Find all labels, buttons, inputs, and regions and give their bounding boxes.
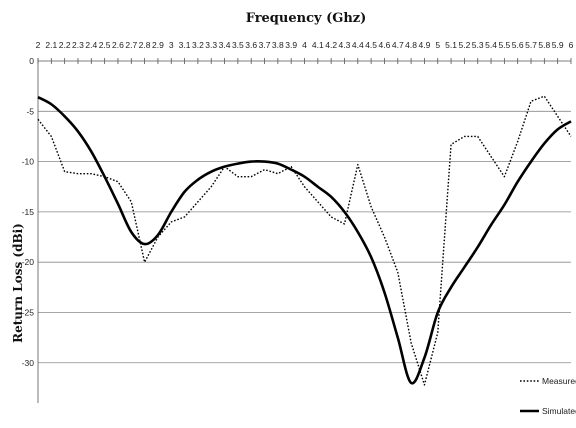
x-tick-label: 6 [569, 40, 574, 50]
x-tick-label: 4.3 [339, 40, 351, 50]
x-tick-label: 3.7 [259, 40, 271, 50]
y-tick-label: -15 [22, 207, 35, 217]
x-tick-label: 2.8 [139, 40, 151, 50]
y-tick-label: -10 [22, 157, 35, 167]
x-tick-label: 2.2 [59, 40, 71, 50]
y-tick-label: -25 [22, 307, 35, 317]
x-tick-label: 5.7 [525, 40, 537, 50]
legend-label-simulated: Simulated [542, 406, 576, 416]
y-axis-label: Return Loss (dBi) [11, 223, 25, 343]
x-tick-label: 5.8 [538, 40, 550, 50]
series-line-simulated [37, 96, 572, 385]
x-tick-label: 5.9 [552, 40, 564, 50]
x-tick-label: 3.8 [272, 40, 284, 50]
x-tick-label: 5 [435, 40, 440, 50]
x-tick-label: 4.8 [405, 40, 417, 50]
x-tick-label: 4.5 [365, 40, 377, 50]
x-tick-label: 2 [36, 40, 41, 50]
x-tick-label: 3.2 [192, 40, 204, 50]
y-tick-label: -20 [22, 257, 35, 267]
x-tick-label: 3.6 [245, 40, 257, 50]
x-tick-label: 3.4 [219, 40, 231, 50]
chart-title: Frequency (Ghz) [246, 11, 367, 26]
x-tick-label: 4.7 [392, 40, 404, 50]
y-tick-label: -30 [22, 358, 35, 368]
x-tick-label: 4.1 [312, 40, 324, 50]
x-tick-label: 2.9 [152, 40, 164, 50]
x-tick-label: 5.3 [472, 40, 484, 50]
series-lines [37, 95, 572, 386]
x-tick-label: 2.6 [112, 40, 124, 50]
x-tick-label: 4.6 [379, 40, 391, 50]
x-tick-label: 2.3 [72, 40, 84, 50]
x-tick-label: 2.7 [125, 40, 137, 50]
x-tick-label: 5.1 [445, 40, 457, 50]
x-tick-label: 5.4 [485, 40, 497, 50]
x-tick-label: 2.4 [85, 40, 97, 50]
x-tick-label: 3.1 [179, 40, 191, 50]
x-tick-label: 3.5 [232, 40, 244, 50]
y-tick-label: -5 [26, 106, 34, 116]
x-tick-labels: 2 2.1 2.2 2.3 2.4 2.5 2.6 2.7 2.8 2.9 3 3.1 3.2 3.3 3.… [36, 40, 574, 50]
x-tick-label: 2.1 [45, 40, 57, 50]
x-tick-label: 4.4 [352, 40, 364, 50]
x-tick-label: 4.2 [325, 40, 337, 50]
x-tick-label: 4.9 [419, 40, 431, 50]
x-tick-label: 3.9 [285, 40, 297, 50]
x-tick-label: 3 [169, 40, 174, 50]
x-tick-label: 2.5 [99, 40, 111, 50]
x-tick-label: 5.2 [458, 40, 470, 50]
legend-label-measured: Measured [542, 376, 576, 386]
gridlines [38, 110, 571, 364]
axes [37, 58, 572, 403]
x-tick-label: 5.6 [512, 40, 524, 50]
legend: Measured Simulated [520, 376, 576, 416]
x-tick-label: 4 [302, 40, 307, 50]
series-line-measured [37, 95, 572, 386]
x-tick-label: 3.3 [205, 40, 217, 50]
y-tick-labels: 0 -5 -10 -15 -20 -25 -30 [22, 56, 35, 368]
x-tick-label: 5.5 [498, 40, 510, 50]
y-tick-label: 0 [29, 56, 34, 66]
